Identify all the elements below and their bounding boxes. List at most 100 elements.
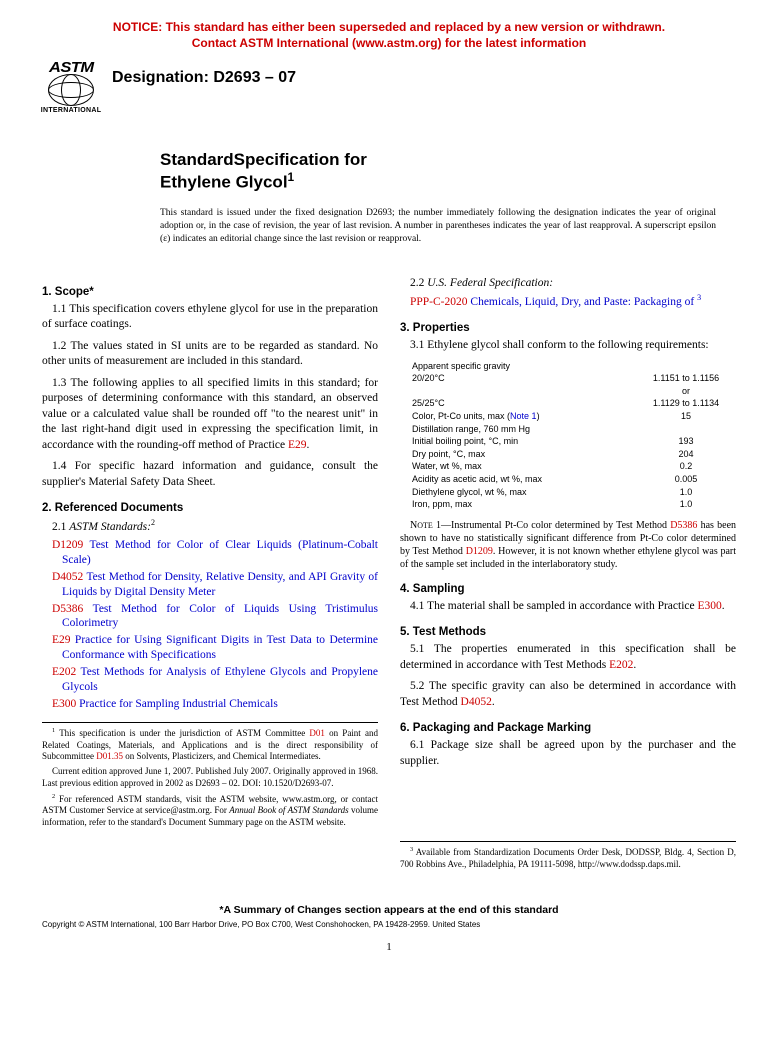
ref-code[interactable]: E29 xyxy=(52,634,71,646)
prop-row: 20/20°C1.1151 to 1.1156 xyxy=(412,372,736,385)
ref-text[interactable]: Test Method for Color of Liquids Using T… xyxy=(62,603,378,630)
s5-2-link[interactable]: D4052 xyxy=(461,696,492,708)
note1-label: NOTE xyxy=(410,520,433,531)
section-5-head: 5. Test Methods xyxy=(400,626,736,638)
refs-list: D1209 Test Method for Color of Clear Liq… xyxy=(42,538,378,712)
para-1-3-b: . xyxy=(307,439,310,451)
notice-line2: Contact ASTM International (www.astm.org… xyxy=(192,36,586,50)
astm-logo: ASTM INTERNATIONAL xyxy=(42,59,100,121)
ref-text[interactable]: Practice for Sampling Industrial Chemica… xyxy=(76,698,278,710)
prop-label: Color, Pt-Co units, max (Note 1) xyxy=(412,410,636,423)
ref-item: D5386 Test Method for Color of Liquids U… xyxy=(42,602,378,632)
para-6-1: 6.1 Package size shall be agreed upon by… xyxy=(400,738,736,769)
para-1-1: 1.1 This specification covers ethylene g… xyxy=(42,302,378,333)
fn2-italic: Annual Book of ASTM Standards xyxy=(229,805,348,815)
s2-2-label: 2.2 xyxy=(410,277,427,289)
notice-banner: NOTICE: This standard has either been su… xyxy=(42,20,736,51)
ref-code[interactable]: E300 xyxy=(52,698,76,710)
body-columns: 1. Scope* 1.1 This specification covers … xyxy=(42,274,736,874)
prop-value: 1.0 xyxy=(636,486,736,499)
prop-row: or xyxy=(412,385,736,398)
notice-line1: NOTICE: This standard has either been su… xyxy=(113,20,665,34)
ref-code[interactable]: D1209 xyxy=(52,539,83,551)
title-line2: Ethylene Glycol xyxy=(160,173,288,192)
properties-table: Apparent specific gravity20/20°C1.1151 t… xyxy=(412,360,736,511)
footnote-2: 2 For referenced ASTM standards, visit t… xyxy=(42,793,378,829)
s2-1-sup: 2 xyxy=(151,518,155,527)
note1-a: Instrumental Pt-Co color determined by T… xyxy=(451,520,670,531)
ref-item: E29 Practice for Using Significant Digit… xyxy=(42,633,378,663)
note-link[interactable]: Note 1 xyxy=(510,411,537,421)
left-column: 1. Scope* 1.1 This specification covers … xyxy=(42,274,378,874)
prop-row: Water, wt %, max0.2 xyxy=(412,460,736,473)
header: ASTM INTERNATIONAL Designation: D2693 – … xyxy=(42,59,736,121)
para-1-3-a: 1.3 The following applies to all specifi… xyxy=(42,377,378,451)
ref-text[interactable]: Practice for Using Significant Digits in… xyxy=(62,634,378,661)
prop-label: 25/25°C xyxy=(412,397,636,410)
right-column: 2.2 U.S. Federal Specification: PPP-C-20… xyxy=(400,274,736,874)
ref-code[interactable]: E202 xyxy=(52,666,76,678)
s5-2a: 5.2 The specific gravity can also be det… xyxy=(400,680,736,708)
prop-value: 1.1151 to 1.1156 xyxy=(636,372,736,385)
section-1-head: 1. Scope* xyxy=(42,286,378,298)
prop-label: Dry point, °C, max xyxy=(412,448,636,461)
prop-row: Dry point, °C, max204 xyxy=(412,448,736,461)
para-4-1: 4.1 The material shall be sampled in acc… xyxy=(400,599,736,615)
summary-line: *A Summary of Changes section appears at… xyxy=(42,904,736,916)
prop-row: Initial boiling point, °C, min193 xyxy=(412,435,736,448)
footnote-1d: Current edition approved June 1, 2007. P… xyxy=(42,766,378,789)
prop-row: Color, Pt-Co units, max (Note 1)15 xyxy=(412,410,736,423)
note-1: NOTE 1—Instrumental Pt-Co color determin… xyxy=(400,519,736,571)
ref-item: D1209 Test Method for Color of Clear Liq… xyxy=(42,538,378,568)
ref-text[interactable]: Test Method for Density, Relative Densit… xyxy=(62,571,378,598)
prop-row: Distillation range, 760 mm Hg xyxy=(412,423,736,436)
para-2-1: 2.1 ASTM Standards:2 xyxy=(42,518,378,535)
prop-value xyxy=(636,360,736,373)
fn1-link2[interactable]: D01.35 xyxy=(96,751,123,761)
prop-value: 193 xyxy=(636,435,736,448)
prop-label xyxy=(412,385,636,398)
footnote-rule-right xyxy=(400,841,736,842)
s5-1-link[interactable]: E202 xyxy=(609,659,633,671)
prop-value: 15 xyxy=(636,410,736,423)
section-4-head: 4. Sampling xyxy=(400,583,736,595)
prop-value: or xyxy=(636,385,736,398)
footnote-3: 3 Available from Standardization Documen… xyxy=(400,846,736,870)
ref-code[interactable]: D4052 xyxy=(52,571,83,583)
ref-text[interactable]: Test Methods for Analysis of Ethylene Gl… xyxy=(62,666,378,693)
ref-item: E202 Test Methods for Analysis of Ethyle… xyxy=(42,665,378,695)
note1-link1[interactable]: D5386 xyxy=(670,520,697,531)
para-1-3: 1.3 The following applies to all specifi… xyxy=(42,376,378,454)
para-3-1: 3.1 Ethylene glycol shall conform to the… xyxy=(400,338,736,354)
note1-link2[interactable]: D1209 xyxy=(466,546,493,557)
ref-text[interactable]: Test Method for Color of Clear Liquids (… xyxy=(62,539,378,566)
logo-bottom-text: INTERNATIONAL xyxy=(41,107,102,114)
prop-row: Apparent specific gravity xyxy=(412,360,736,373)
ref-code[interactable]: D5386 xyxy=(52,603,83,615)
prop-label: Diethylene glycol, wt %, max xyxy=(412,486,636,499)
ref-item: E300 Practice for Sampling Industrial Ch… xyxy=(42,697,378,712)
prop-label: Iron, ppm, max xyxy=(412,498,636,511)
prop-label: 20/20°C xyxy=(412,372,636,385)
footnote-rule-left xyxy=(42,722,378,723)
title: StandardSpecification for Ethylene Glyco… xyxy=(160,149,736,193)
fn3: Available from Standardization Documents… xyxy=(400,847,736,869)
s4-1-link[interactable]: E300 xyxy=(698,600,722,612)
ref-ppp-sup: 3 xyxy=(697,293,701,302)
title-block: StandardSpecification for Ethylene Glyco… xyxy=(160,149,736,193)
section-3-head: 3. Properties xyxy=(400,322,736,334)
section-6-head: 6. Packaging and Package Marking xyxy=(400,722,736,734)
prop-value: 0.005 xyxy=(636,473,736,486)
ref-ppp: PPP-C-2020 Chemicals, Liquid, Dry, and P… xyxy=(400,293,736,310)
ref-ppp-text[interactable]: Chemicals, Liquid, Dry, and Paste: Packa… xyxy=(470,296,697,308)
fn1-link1[interactable]: D01 xyxy=(309,728,325,738)
footnote-1: 1 This specification is under the jurisd… xyxy=(42,727,378,763)
link-e29[interactable]: E29 xyxy=(288,439,307,451)
ref-ppp-code[interactable]: PPP-C-2020 xyxy=(410,296,468,308)
prop-label: Apparent specific gravity xyxy=(412,360,636,373)
prop-row: 25/25°C1.1129 to 1.1134 xyxy=(412,397,736,410)
fn1a: This specification is under the jurisdic… xyxy=(55,728,309,738)
s4-1a: 4.1 The material shall be sampled in acc… xyxy=(410,600,698,612)
issue-note: This standard is issued under the fixed … xyxy=(160,207,716,245)
s2-1-label: 2.1 xyxy=(52,521,69,533)
